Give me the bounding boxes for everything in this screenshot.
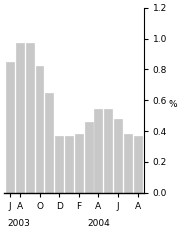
Bar [55, 136, 63, 193]
Y-axis label: %: % [168, 100, 177, 109]
Bar [114, 119, 122, 193]
Bar [16, 43, 24, 193]
Bar [104, 109, 112, 193]
Bar [134, 136, 142, 193]
Bar [36, 66, 43, 193]
Bar [45, 93, 53, 193]
Bar [85, 122, 92, 193]
Text: 2004: 2004 [87, 219, 110, 228]
Bar [94, 109, 102, 193]
Text: 2003: 2003 [7, 219, 30, 228]
Bar [26, 43, 34, 193]
Bar [124, 134, 132, 193]
Bar [6, 62, 14, 193]
Bar [75, 134, 83, 193]
Bar [65, 136, 73, 193]
